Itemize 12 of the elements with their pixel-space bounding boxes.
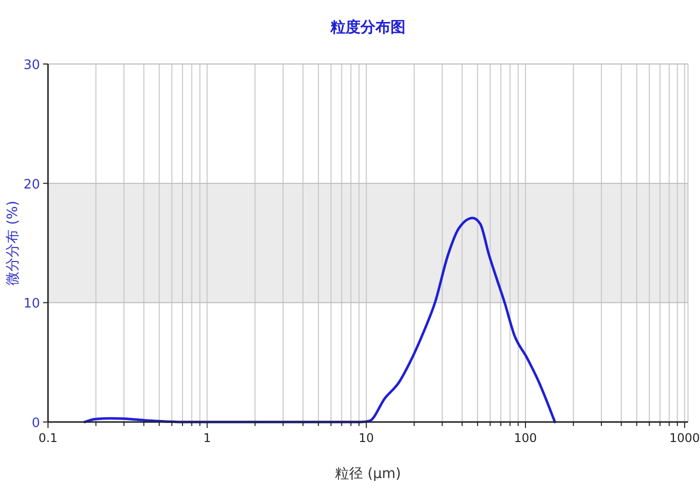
y-tick-label: 10 (23, 296, 40, 312)
y-axis-title: 微分分布 (%) (5, 200, 21, 286)
x-tick-label: 0.1 (38, 431, 58, 445)
x-tick-label: 1000 (669, 431, 700, 445)
y-tick-label: 0 (32, 416, 40, 431)
y-tick-label: 20 (23, 177, 40, 192)
y-tick-label: 30 (23, 58, 40, 73)
chart-title: 粒度分布图 (330, 18, 406, 36)
x-tick-label: 10 (358, 431, 374, 445)
x-axis-title: 粒径 (μm) (335, 466, 401, 482)
x-tick-label: 1 (203, 431, 211, 445)
x-tick-label: 100 (514, 431, 537, 445)
